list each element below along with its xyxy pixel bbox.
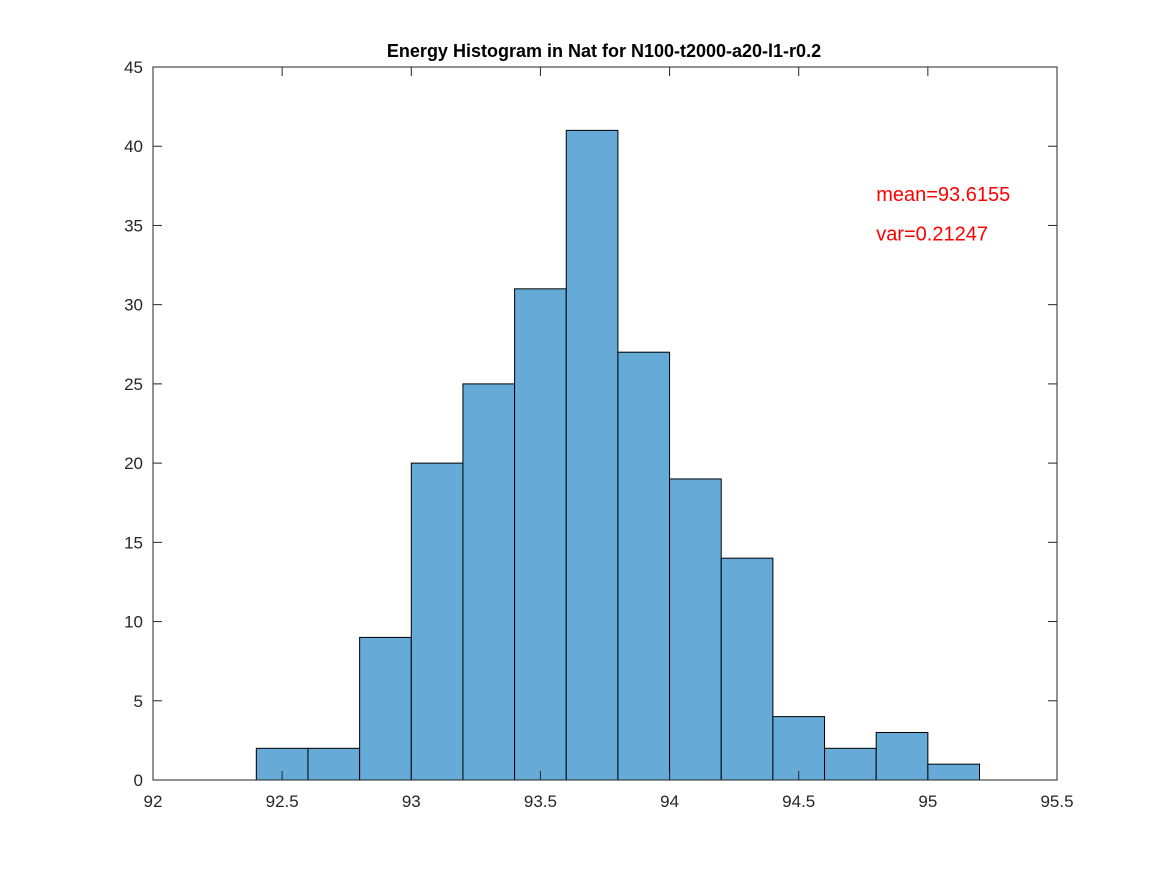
- x-axis: 92 92.5 93 93.5 94 94.5 95 95.5: [144, 67, 1074, 811]
- x-tick-label: 93: [402, 792, 421, 811]
- annotation-group: mean=93.6155 var=0.21247: [876, 184, 1010, 246]
- y-tick-label: 25: [124, 375, 143, 394]
- y-tick-label: 15: [124, 533, 143, 552]
- y-axis: 0 5 10 15 20 25 30 35 40 45: [124, 58, 1057, 790]
- y-tick-label: 5: [134, 692, 143, 711]
- x-tick-label: 92.5: [266, 792, 299, 811]
- x-tick-label: 94: [660, 792, 679, 811]
- y-tick-label: 40: [124, 137, 143, 156]
- axes-box: [152, 66, 1058, 781]
- y-tick-label: 20: [124, 454, 143, 473]
- histogram-bar: [565, 129, 619, 781]
- x-tick-label: 95: [918, 792, 937, 811]
- histogram-bar: [772, 716, 826, 781]
- y-tick-label: 35: [124, 216, 143, 235]
- x-tick-label: 92: [144, 792, 163, 811]
- histogram-bar: [410, 462, 464, 781]
- x-tick-label: 94.5: [782, 792, 815, 811]
- y-tick-label: 0: [134, 771, 143, 790]
- histogram-bar: [927, 763, 981, 781]
- histogram-bar: [514, 288, 567, 781]
- bar-group: [255, 129, 981, 781]
- histogram-bar: [720, 557, 774, 781]
- histogram-bar: [669, 478, 722, 781]
- x-tick-label: 93.5: [524, 792, 557, 811]
- histogram-bar: [359, 636, 412, 781]
- y-tick-label: 45: [124, 58, 143, 77]
- histogram-bar: [307, 747, 361, 781]
- y-tick-label: 30: [124, 296, 143, 315]
- histogram-bar: [875, 731, 929, 781]
- histogram-bar: [617, 351, 671, 781]
- x-tick-label: 95.5: [1040, 792, 1073, 811]
- histogram-bar: [462, 383, 516, 781]
- chart-title: Energy Histogram in Nat for N100-t2000-a…: [387, 41, 821, 61]
- stat-annotation: var=0.21247: [876, 223, 988, 245]
- stat-annotation: mean=93.6155: [876, 184, 1010, 206]
- y-tick-label: 10: [124, 613, 143, 632]
- histogram-bar: [824, 747, 877, 781]
